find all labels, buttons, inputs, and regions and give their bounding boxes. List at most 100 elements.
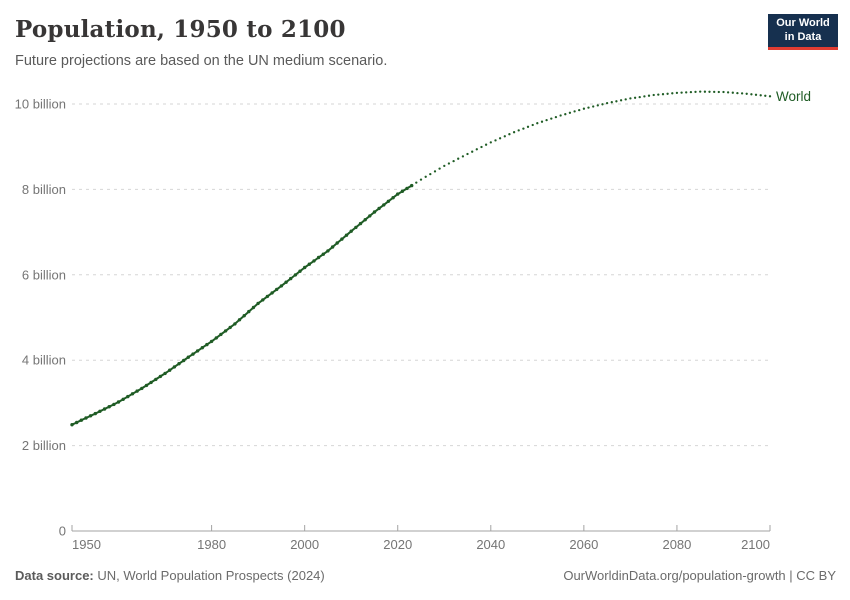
- world-projection-point[interactable]: [661, 93, 665, 96]
- world-series-point[interactable]: [275, 287, 279, 292]
- world-projection-point[interactable]: [443, 164, 446, 168]
- world-series-point[interactable]: [98, 409, 102, 413]
- world-series-point[interactable]: [121, 397, 125, 401]
- world-series-point[interactable]: [130, 392, 135, 396]
- world-series-point[interactable]: [223, 329, 228, 333]
- world-projection-point[interactable]: [740, 92, 744, 95]
- world-projection-point[interactable]: [624, 98, 627, 101]
- world-projection-point[interactable]: [545, 118, 548, 122]
- world-series-point[interactable]: [158, 374, 163, 379]
- world-projection-point[interactable]: [484, 143, 488, 146]
- world-series-point[interactable]: [326, 249, 330, 253]
- world-series-point[interactable]: [172, 365, 177, 369]
- world-series-point[interactable]: [405, 186, 409, 191]
- world-projection-point[interactable]: [447, 162, 451, 165]
- world-series-point[interactable]: [293, 273, 298, 277]
- world-projection-point[interactable]: [540, 120, 544, 123]
- world-projection-point[interactable]: [564, 113, 567, 116]
- world-projection-point[interactable]: [731, 91, 734, 94]
- world-projection-point[interactable]: [494, 139, 497, 142]
- world-projection-point[interactable]: [713, 90, 716, 94]
- world-projection-point[interactable]: [610, 101, 613, 104]
- world-series-point[interactable]: [368, 214, 372, 218]
- world-projection-point[interactable]: [671, 92, 674, 95]
- world-projection-point[interactable]: [429, 172, 432, 176]
- world-series-point[interactable]: [237, 318, 242, 322]
- world-projection-point[interactable]: [503, 135, 506, 138]
- world-series-point[interactable]: [214, 336, 218, 340]
- world-projection-point[interactable]: [596, 104, 599, 107]
- world-series-point[interactable]: [79, 418, 84, 422]
- world-projection-point[interactable]: [754, 93, 758, 96]
- world-series-point[interactable]: [88, 414, 93, 418]
- world-series-point[interactable]: [233, 322, 237, 326]
- world-projection-point[interactable]: [475, 148, 478, 151]
- world-projection-point[interactable]: [517, 129, 520, 132]
- world-series-point[interactable]: [116, 400, 121, 404]
- world-projection-point[interactable]: [498, 137, 502, 140]
- world-projection-point[interactable]: [657, 93, 660, 96]
- world-series-point[interactable]: [149, 380, 153, 385]
- world-series-point[interactable]: [344, 233, 349, 237]
- world-series-point[interactable]: [284, 280, 288, 284]
- world-series-point[interactable]: [410, 183, 414, 188]
- world-series-point[interactable]: [363, 218, 367, 222]
- world-projection-point[interactable]: [587, 106, 590, 109]
- world-series-point[interactable]: [200, 346, 204, 350]
- world-series-point[interactable]: [330, 245, 335, 249]
- world-series-point[interactable]: [163, 371, 167, 376]
- world-series-point[interactable]: [195, 349, 200, 353]
- world-projection-point[interactable]: [643, 95, 646, 98]
- world-projection-point[interactable]: [536, 122, 539, 125]
- world-series-point[interactable]: [242, 314, 246, 318]
- world-series-point[interactable]: [400, 189, 405, 193]
- world-projection-point[interactable]: [554, 115, 558, 119]
- world-series-point[interactable]: [303, 265, 307, 270]
- world-series-point[interactable]: [377, 206, 381, 211]
- world-projection-point[interactable]: [573, 110, 576, 113]
- world-series-point[interactable]: [144, 383, 149, 388]
- world-series-point[interactable]: [270, 291, 274, 295]
- world-projection-point[interactable]: [522, 127, 525, 130]
- world-series-point[interactable]: [107, 405, 111, 409]
- world-projection-point[interactable]: [619, 99, 623, 102]
- world-projection-point[interactable]: [438, 167, 441, 170]
- world-series-line[interactable]: [71, 184, 413, 426]
- world-series-point[interactable]: [75, 420, 79, 425]
- world-projection-point[interactable]: [745, 92, 748, 95]
- world-projection-point[interactable]: [699, 90, 702, 93]
- world-projection-point[interactable]: [471, 150, 474, 153]
- footer-link[interactable]: OurWorldinData.org/population-growth | C…: [563, 568, 836, 583]
- world-series-point[interactable]: [70, 423, 74, 427]
- world-projection-point[interactable]: [717, 90, 720, 94]
- world-series-point[interactable]: [177, 362, 181, 366]
- world-projection-point[interactable]: [703, 90, 707, 93]
- world-projection-point[interactable]: [526, 125, 530, 128]
- world-projection-point[interactable]: [559, 114, 562, 117]
- world-series-point[interactable]: [396, 192, 400, 196]
- world-series-point[interactable]: [168, 368, 172, 372]
- world-projection-point[interactable]: [638, 95, 641, 99]
- world-projection-point[interactable]: [647, 94, 651, 97]
- world-projection-point[interactable]: [461, 155, 465, 158]
- world-series-point[interactable]: [298, 269, 302, 273]
- world-series-point[interactable]: [261, 298, 265, 302]
- world-projection-point[interactable]: [508, 133, 511, 136]
- world-series-point[interactable]: [265, 294, 270, 299]
- world-series-point[interactable]: [93, 411, 98, 416]
- world-series-point[interactable]: [289, 276, 293, 281]
- world-projection-point[interactable]: [568, 111, 572, 114]
- world-series-point[interactable]: [349, 229, 353, 233]
- world-series-point[interactable]: [256, 301, 260, 306]
- world-projection-point[interactable]: [582, 107, 586, 110]
- world-projection-point[interactable]: [722, 90, 725, 94]
- chart-canvas[interactable]: 0 2 billion 4 billion 6 billion 8 billion 10 …: [0, 85, 850, 555]
- world-projection-point[interactable]: [605, 101, 609, 105]
- world-projection-point[interactable]: [633, 96, 637, 99]
- world-projection-point[interactable]: [457, 157, 460, 160]
- world-series-point[interactable]: [307, 262, 311, 266]
- world-projection-point[interactable]: [759, 94, 762, 97]
- world-series-point[interactable]: [335, 241, 339, 245]
- world-projection-point[interactable]: [550, 117, 553, 120]
- world-series-point[interactable]: [386, 199, 391, 203]
